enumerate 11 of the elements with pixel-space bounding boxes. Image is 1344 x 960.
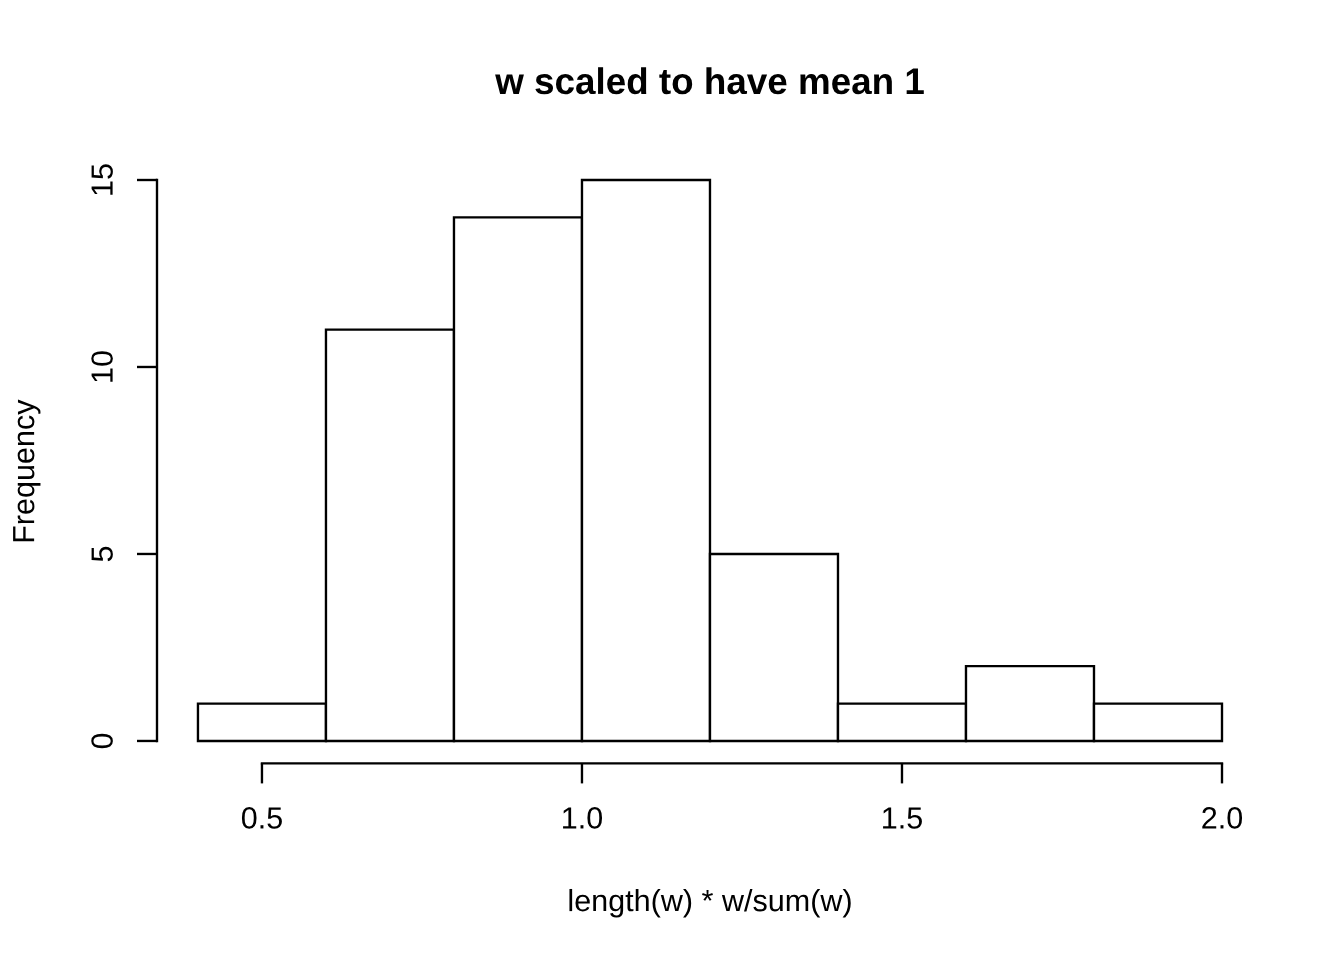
x-tick-label: 1.5 xyxy=(883,807,922,829)
y-tick-label: 10 xyxy=(91,351,113,382)
chart-title: w scaled to have mean 1 xyxy=(495,67,924,95)
y-tick-label: 15 xyxy=(91,164,113,195)
x-tick-label: 0.5 xyxy=(241,807,282,829)
y-tick-label: 5 xyxy=(91,546,113,562)
y-axis-title: Frequency xyxy=(13,399,41,542)
x-axis-title: length(w) * w/sum(w) xyxy=(569,888,851,918)
y-tick-label: 0 xyxy=(91,733,113,749)
x-tick-label: 2.0 xyxy=(1202,807,1243,829)
x-tick-label: 1.0 xyxy=(563,807,603,829)
